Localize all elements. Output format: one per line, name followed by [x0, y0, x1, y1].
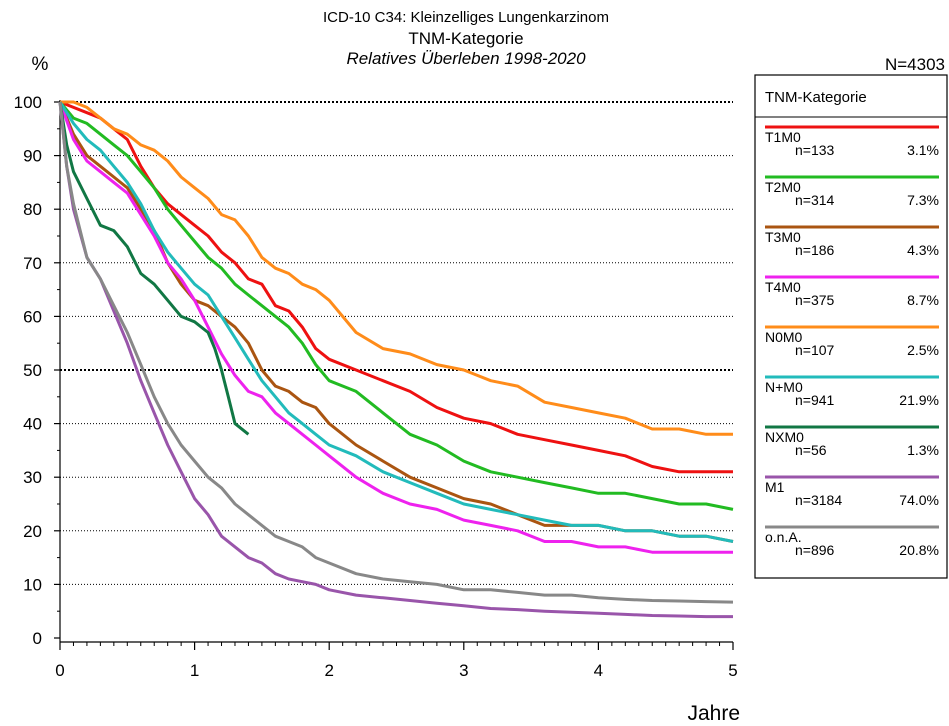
- legend-pct-t1m0: 3.1%: [907, 142, 939, 158]
- legend-n-t1m0: n=133: [795, 142, 835, 158]
- series-line-m1: [58, 101, 733, 619]
- legend-pct-m1: 74.0%: [899, 492, 939, 508]
- x-tick-label-3: 3: [459, 661, 468, 680]
- series-line-t1m0: [59, 100, 733, 474]
- legend-name-t2m0: T2M0: [765, 179, 801, 195]
- y-tick-label-0: 0: [33, 629, 42, 648]
- legend-name-t1m0: T1M0: [765, 129, 801, 145]
- axes: 0 10 20 30 40 50 60 70 80 90 100 0 1 2 3 4 5: [14, 93, 738, 680]
- series-line-t4m0: [58, 101, 733, 554]
- legend-pct-n-m0: 21.9%: [899, 392, 939, 408]
- legend-name-o-n-a-: o.n.A.: [765, 529, 802, 545]
- y-tick-label-40: 40: [23, 415, 42, 434]
- total-n: N=4303: [885, 55, 945, 74]
- y-axis-label: %: [32, 54, 49, 75]
- y-tick-label-60: 60: [23, 307, 42, 326]
- y-tick-label-80: 80: [23, 200, 42, 219]
- series-line-nxm0: [58, 101, 250, 436]
- y-tick-label-50: 50: [23, 361, 42, 380]
- legend-name-t4m0: T4M0: [765, 279, 801, 295]
- legend-pct-n0m0: 2.5%: [907, 342, 939, 358]
- x-tick-label-2: 2: [324, 661, 333, 680]
- legend-pct-t3m0: 4.3%: [907, 242, 939, 258]
- x-tick-label-0: 0: [55, 661, 64, 680]
- legend-pct-o-n-a-: 20.8%: [899, 542, 939, 558]
- legend-n-o-n-a-: n=896: [795, 542, 835, 558]
- legend-n-t4m0: n=375: [795, 292, 835, 308]
- gridlines: [60, 101, 733, 585]
- legend-name-nxm0: NXM0: [765, 429, 804, 445]
- y-tick-label-10: 10: [23, 575, 42, 594]
- legend-n-t3m0: n=186: [795, 242, 835, 258]
- legend-name-m1: M1: [765, 479, 785, 495]
- legend-n-n-m0: n=941: [795, 392, 835, 408]
- series-line-t2m0: [58, 101, 734, 511]
- legend-pct-t4m0: 8.7%: [907, 292, 939, 308]
- y-tick-label-30: 30: [23, 468, 42, 487]
- x-tick-label-5: 5: [728, 661, 737, 680]
- legend-n-t2m0: n=314: [795, 192, 835, 208]
- y-tick-label-100: 100: [14, 93, 42, 112]
- legend-name-n-m0: N+M0: [765, 379, 803, 395]
- series-line-t3m0: [58, 101, 734, 543]
- legend-n-m1: n=3184: [795, 492, 842, 508]
- y-tick-label-20: 20: [23, 522, 42, 541]
- series-line-o-n-a-: [58, 101, 734, 604]
- y-tick-label-70: 70: [23, 254, 42, 273]
- legend-name-n0m0: N0M0: [765, 329, 803, 345]
- series-line-n-m0: [58, 101, 734, 543]
- legend-title: TNM-Kategorie: [765, 89, 867, 106]
- chart-title: ICD-10 C34: Kleinzelliges Lungenkarzinom: [323, 9, 609, 26]
- chart-subtitle: TNM-Kategorie: [408, 29, 523, 48]
- x-tick-label-1: 1: [190, 661, 199, 680]
- x-axis-label: Jahre: [687, 702, 740, 725]
- series-lines: [58, 100, 734, 619]
- legend-pct-nxm0: 1.3%: [907, 442, 939, 458]
- legend-n-nxm0: n=56: [795, 442, 827, 458]
- chart-subtitle-2: Relatives Überleben 1998-2020: [346, 49, 586, 68]
- legend-name-t3m0: T3M0: [765, 229, 801, 245]
- legend-pct-t2m0: 7.3%: [907, 192, 939, 208]
- legend-n-n0m0: n=107: [795, 342, 835, 358]
- y-tick-label-90: 90: [23, 147, 42, 166]
- x-tick-label-4: 4: [594, 661, 603, 680]
- series-line-n0m0: [60, 100, 733, 436]
